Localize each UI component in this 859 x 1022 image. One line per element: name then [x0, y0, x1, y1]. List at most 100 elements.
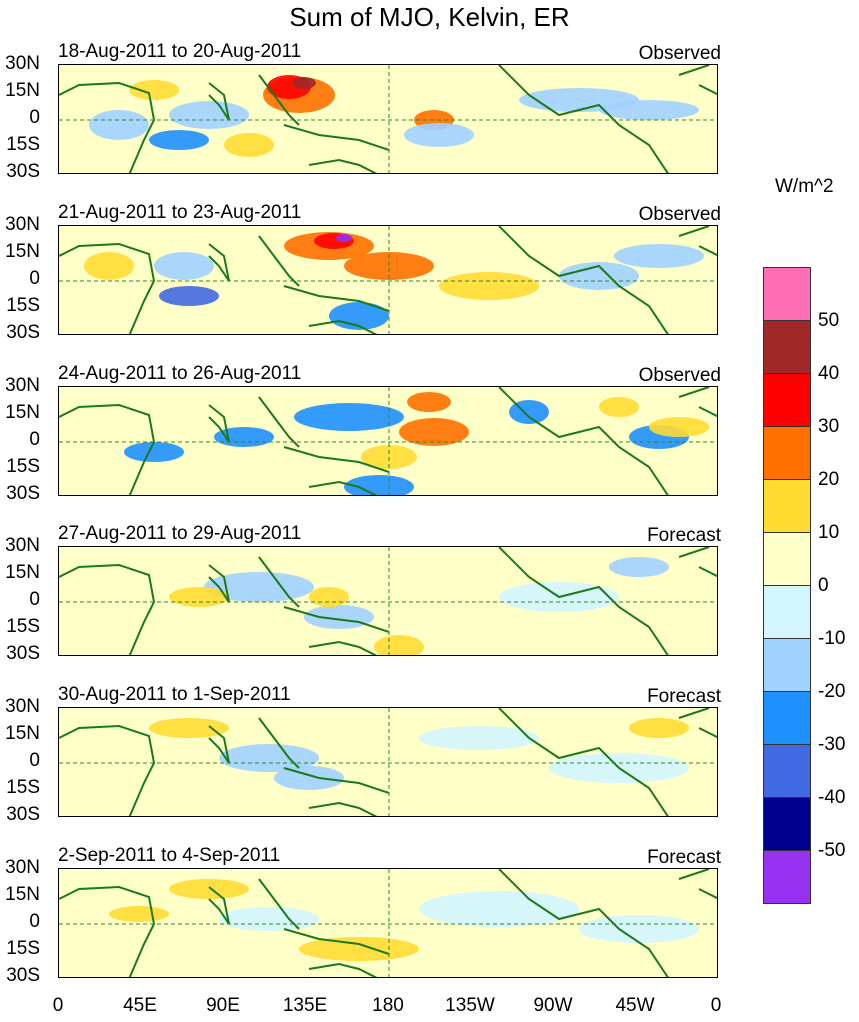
colorbar-label: -40: [818, 787, 846, 808]
colorbar-label: 40: [818, 363, 840, 384]
y-tick-label: 15S: [6, 938, 40, 959]
colorbar-swatch: [763, 797, 811, 851]
coastline: [59, 724, 156, 816]
colorbar-units: W/m^2: [775, 176, 834, 197]
colorbar-swatch: [763, 426, 811, 480]
y-tick-label: 30S: [6, 483, 40, 504]
anomaly-contour: [304, 605, 374, 629]
y-tick-label: 0: [29, 750, 40, 771]
olr-anomaly-map: [58, 225, 718, 335]
coastline: [283, 606, 390, 633]
x-tick-label: 45W: [615, 995, 655, 1016]
coastline: [678, 708, 717, 739]
anomaly-contour: [419, 726, 539, 750]
y-tick-label: 0: [29, 107, 40, 128]
panel-status: Observed: [638, 204, 721, 225]
map-panel: 30-Aug-2011 to 1-Sep-2011 Forecast 30N 15N 0…: [0, 683, 859, 843]
anomaly-contour: [274, 766, 344, 790]
panel-status: Forecast: [647, 686, 721, 707]
coastline: [258, 235, 300, 287]
y-tick-label: 30N: [5, 53, 40, 74]
map-canvas: [59, 226, 717, 334]
anomaly-contour: [219, 907, 319, 931]
y-tick-label: 0: [29, 429, 40, 450]
olr-anomaly-map: [58, 546, 718, 656]
anomaly-contour: [599, 397, 639, 417]
anomaly-contour: [169, 101, 249, 129]
map-canvas: [59, 708, 717, 816]
anomaly-contour: [124, 442, 184, 462]
panel-date-range: 21-Aug-2011 to 23-Aug-2011: [58, 202, 302, 223]
coastline: [678, 869, 717, 900]
colorbar-label: 10: [818, 522, 840, 543]
anomaly-contour: [309, 587, 349, 607]
panel-date-range: 27-Aug-2011 to 29-Aug-2011: [58, 523, 302, 544]
y-tick-label: 30S: [6, 322, 40, 343]
x-tick-label: 135W: [445, 995, 495, 1016]
colorbar-label: 50: [818, 310, 840, 331]
y-tick-label: 30S: [6, 965, 40, 986]
y-tick-label: 30S: [6, 161, 40, 182]
map-canvas: [59, 65, 717, 173]
y-tick-label: 0: [29, 268, 40, 289]
olr-anomaly-map: [58, 868, 718, 978]
anomaly-contour: [599, 100, 699, 120]
coastline: [678, 547, 717, 578]
y-tick-label: 15S: [6, 777, 40, 798]
coastline: [283, 285, 390, 312]
panel-status: Observed: [638, 365, 721, 386]
y-tick-label: 15N: [5, 241, 40, 262]
panel-status: Observed: [638, 43, 721, 64]
coastline: [498, 547, 669, 655]
colorbar-label: -10: [818, 628, 846, 649]
panel-status: Forecast: [647, 525, 721, 546]
coastline: [283, 928, 390, 955]
anomaly-contour: [169, 879, 249, 899]
anomaly-contour: [149, 130, 209, 150]
coastline: [498, 65, 669, 173]
anomaly-contour: [559, 262, 639, 290]
x-tick-label: 90E: [206, 995, 240, 1016]
anomaly-contour: [109, 906, 169, 922]
x-tick-label: 45E: [123, 995, 157, 1016]
panel-date-range: 18-Aug-2011 to 20-Aug-2011: [58, 41, 302, 62]
colorbar-swatch: [763, 744, 811, 798]
y-tick-label: 15S: [6, 295, 40, 316]
anomaly-contour: [419, 891, 579, 927]
anomaly-contour: [149, 718, 229, 738]
colorbar-swatch: [763, 691, 811, 745]
coastline: [498, 869, 669, 977]
coastline: [258, 878, 300, 930]
y-tick-label: 15N: [5, 723, 40, 744]
colorbar-label: 30: [818, 416, 840, 437]
x-tick-label: 0: [52, 995, 64, 1016]
colorbar-label: 20: [818, 469, 840, 490]
coastline: [59, 885, 156, 977]
y-tick-label: 30N: [5, 696, 40, 717]
anomaly-contour: [84, 252, 134, 280]
y-tick-label: 15S: [6, 134, 40, 155]
olr-anomaly-map: [58, 707, 718, 817]
colorbar-swatch: [763, 638, 811, 692]
anomaly-contour: [159, 286, 219, 306]
coastline: [258, 556, 300, 608]
map-canvas: [59, 387, 717, 495]
panel-date-range: 2-Sep-2011 to 4-Sep-2011: [58, 845, 281, 866]
colorbar-label: -30: [818, 734, 846, 755]
y-tick-label: 30N: [5, 535, 40, 556]
coastline: [498, 226, 669, 334]
anomaly-contour: [344, 252, 434, 280]
anomaly-contour: [214, 427, 274, 447]
anomaly-contour: [439, 272, 539, 300]
y-tick-label: 30S: [6, 804, 40, 825]
figure-title: Sum of MJO, Kelvin, ER: [289, 2, 570, 32]
coastline: [678, 65, 717, 96]
anomaly-contour: [224, 133, 274, 157]
colorbar-swatch: [763, 320, 811, 374]
anomaly-contour: [579, 915, 699, 943]
coastline: [258, 396, 300, 448]
anomaly-contour: [129, 80, 179, 100]
colorbar-swatch: [763, 850, 811, 904]
map-panel: 21-Aug-2011 to 23-Aug-2011 Observed 30N 15N…: [0, 201, 859, 361]
coastline: [283, 446, 390, 473]
